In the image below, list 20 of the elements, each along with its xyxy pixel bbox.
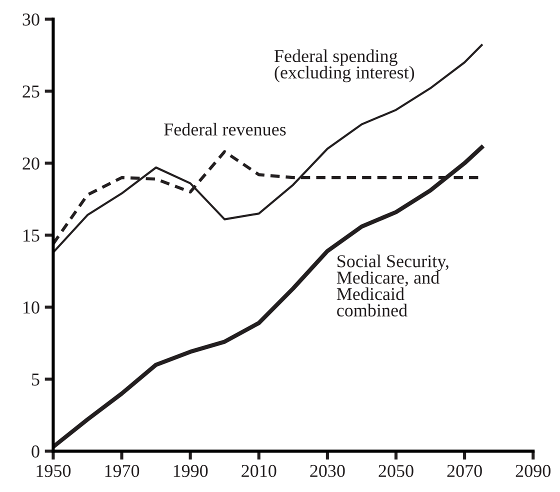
series-label: Social Security, Medicare, and Medicaid combined — [336, 254, 448, 316]
x-tick-label: 2010 — [242, 464, 276, 478]
x-tick-label: 1970 — [105, 464, 140, 478]
y-tick-label: 30 — [22, 13, 40, 26]
line-series — [53, 44, 483, 254]
line-series — [53, 145, 484, 449]
x-tick-label: 2090 — [516, 464, 550, 478]
series-label: Federal spending (excluding interest) — [274, 49, 414, 82]
y-tick-label: 0 — [32, 445, 40, 458]
y-tick-label: 20 — [22, 157, 40, 170]
x-tick-label: 2070 — [447, 464, 482, 478]
y-tick-label: 15 — [24, 230, 40, 242]
x-tick-label: 1950 — [36, 464, 71, 478]
y-tick-label: 10 — [24, 301, 40, 314]
x-tick-label: 1990 — [174, 464, 208, 478]
y-tick-label: 5 — [32, 374, 40, 386]
y-tick-label: 25 — [22, 85, 40, 98]
x-tick-label: 2050 — [378, 464, 414, 478]
series-label: Federal revenues — [164, 122, 286, 136]
x-tick-label: 2030 — [310, 464, 345, 478]
